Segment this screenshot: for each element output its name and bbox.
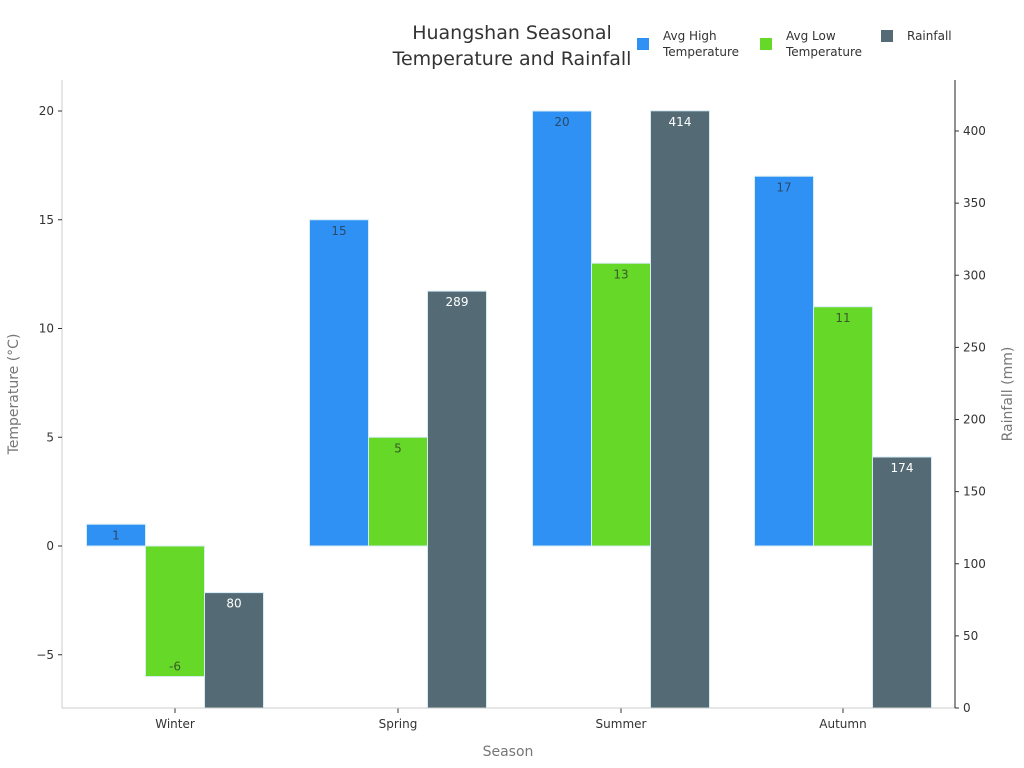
x-tick-label: Summer [596,717,647,731]
x-tick-label: Spring [379,717,418,731]
bar-avg-low-temperature-winter [145,545,205,677]
x-tick-label: Winter [155,717,195,731]
legend-label-rainfall: Rainfall [907,29,952,43]
bar-value-label: 17 [776,180,791,194]
y-tick-label: 10 [39,322,54,336]
y-right-tick-label: 150 [963,485,986,499]
legend-label-avg-high: Avg High Temperature [663,29,740,59]
bar-avg-high-temperature-winter [86,523,146,547]
y-right-tick-label: 100 [963,557,986,571]
legend-swatch-rainfall [881,30,893,42]
bar-rainfall-summer [650,110,710,709]
y-right-tick-label: 50 [963,629,978,643]
legend-item-avg-low[interactable]: Avg Low Temperature [760,28,862,60]
bar-avg-high-temperature-summer [532,110,592,547]
legend-item-rainfall[interactable]: Rainfall [881,28,952,44]
y-axis-title: Temperature (°C) [6,334,22,456]
bar-value-label: 15 [331,224,346,238]
bar-avg-high-temperature-autumn [754,175,814,547]
y-tick-label: 20 [39,104,54,118]
bar-value-label: 174 [891,461,914,475]
x-axis-title: Season [483,744,534,760]
bars-group: 1 -6 80 15 5 289 20 13 414 17 11 174 [86,110,932,709]
y-right-axis-title: Rainfall (mm) [1000,347,1016,442]
bar-value-label: 13 [613,267,628,281]
bar-value-label: 1 [112,528,120,542]
bar-rainfall-autumn [872,456,932,709]
y-right-tick-label: 250 [963,340,986,354]
chart-title-line-1: Huangshan Seasonal [412,22,612,44]
y-right-tick-label: 400 [963,124,986,138]
bar-value-label: 414 [669,115,692,129]
bar-value-label: 20 [554,115,569,129]
bar-rainfall-spring [427,290,487,709]
bar-value-label: 80 [226,597,241,611]
x-tick-label: Autumn [819,717,866,731]
y-right-tick-label: 0 [963,701,971,715]
chart-title: Huangshan Seasonal Temperature and Rainf… [362,20,662,72]
y-right-tick-label: 200 [963,413,986,427]
y-tick-label: 5 [46,430,54,444]
y-right-tick-label: 300 [963,268,986,282]
bar-value-label: -6 [169,660,181,674]
y-right-tick-label: 350 [963,196,986,210]
bar-value-label: 11 [835,311,850,325]
axes-group: Winter Spring Summer Autumn−505101520050100… [6,80,1016,760]
bar-avg-low-temperature-autumn [813,306,873,547]
legend-item-avg-high[interactable]: Avg High Temperature [637,28,739,60]
bar-avg-high-temperature-spring [309,219,369,547]
bar-rainfall-winter [204,592,264,709]
y-tick-label: −5 [36,648,54,662]
y-tick-label: 0 [46,539,54,553]
y-tick-label: 15 [39,213,54,227]
legend-swatch-avg-low [760,38,772,50]
bar-avg-low-temperature-spring [368,436,428,547]
bar-value-label: 5 [394,441,402,455]
bar-avg-low-temperature-summer [591,262,651,547]
legend-swatch-avg-high [637,38,649,50]
chart-title-line-2: Temperature and Rainfall [392,48,632,70]
legend-label-avg-low: Avg Low Temperature [786,29,863,59]
bar-value-label: 289 [446,295,469,309]
